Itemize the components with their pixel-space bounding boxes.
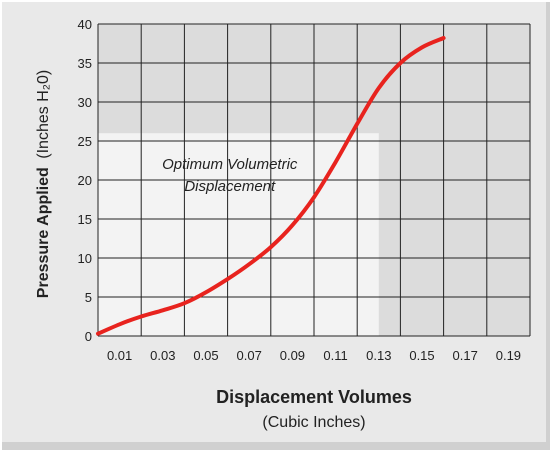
y-tick-label: 35	[78, 56, 92, 71]
y-tick-label: 40	[78, 17, 92, 32]
y-tick-label: 15	[78, 212, 92, 227]
x-tick-label: 0.11	[323, 348, 347, 363]
y-axis-title-unit: (Inches H₂0)	[35, 70, 52, 159]
y-tick-label: 30	[78, 95, 92, 110]
svg-text:Pressure Applied (Inch: Pressure Applied (Inches H₂0)	[35, 70, 52, 298]
x-axis-title: Displacement Volumes	[216, 387, 412, 407]
pressure-displacement-chart: 0 5 10 15 20 25 30 35 40 0.01 0.03 0.05 0.07 0.09 0.11…	[35, 17, 531, 431]
y-axis-title-main: Pressure Applied	[35, 167, 52, 298]
x-tick-label: 0.03	[150, 348, 175, 363]
annotation-line-1: Optimum Volumetric	[162, 156, 298, 173]
x-axis-unit: (Cubic Inches)	[262, 414, 365, 431]
y-tick-label: 0	[85, 329, 92, 344]
x-tick-label: 0.01	[107, 348, 132, 363]
x-tick-label: 0.13	[366, 348, 391, 363]
x-tick-label: 0.17	[453, 348, 478, 363]
y-tick-label: 5	[85, 290, 92, 305]
x-tick-label: 0.15	[409, 348, 434, 363]
annotation-line-2: Displacement	[184, 178, 276, 195]
y-tick-label: 25	[78, 134, 92, 149]
x-tick-label: 0.19	[496, 348, 521, 363]
x-tick-label: 0.07	[237, 348, 262, 363]
series-line	[96, 36, 446, 336]
y-tick-label: 20	[78, 173, 92, 188]
y-axis-title: Pressure Applied (Inches H₂0)	[35, 70, 52, 298]
chart-card: 0 5 10 15 20 25 30 35 40 0.01 0.03 0.05 0.07 0.09 0.11…	[2, 2, 550, 450]
x-tick-label: 0.05	[193, 348, 218, 363]
y-tick-label: 10	[78, 251, 92, 266]
x-tick-label: 0.09	[280, 348, 305, 363]
